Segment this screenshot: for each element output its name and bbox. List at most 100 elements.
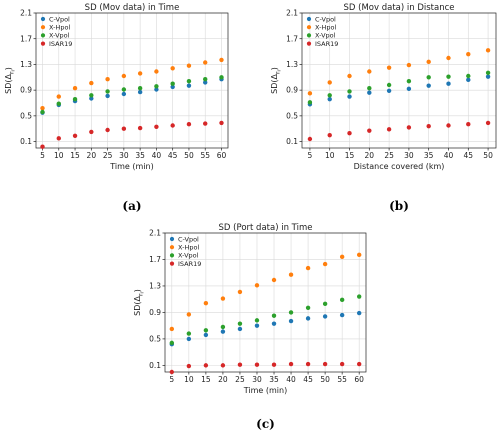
data-point [89,96,94,101]
data-point [356,361,362,367]
x-tick-label: 15 [345,151,355,160]
data-point [305,361,311,367]
y-axis-label-sub: r [9,71,16,74]
series-c-vpol [307,74,491,107]
x-tick-label: 40 [286,375,296,384]
legend-marker [306,25,312,30]
data-point [446,81,451,86]
legend-marker [169,253,175,258]
y-tick-label: 0.1 [20,137,32,146]
y-tick-label: 2.1 [286,9,298,18]
legend-label: X-Hpol [49,24,70,32]
data-point [305,316,311,321]
data-point [186,336,192,342]
data-point [203,332,209,338]
data-point [105,77,110,82]
data-point [426,83,431,88]
data-point [237,326,243,332]
chart-title: SD (Mov data) in Distance [343,3,454,13]
data-point [485,70,491,75]
series-isar19 [307,120,491,142]
data-point [72,86,78,91]
data-point [154,84,159,89]
data-point [327,96,332,102]
legend-marker [306,33,312,38]
data-point [237,362,243,367]
series-c-vpol [40,77,224,115]
data-point [220,363,226,368]
legend-label: X-Vpol [178,252,199,260]
series-x-hpol [40,57,224,111]
data-point [169,340,175,346]
y-tick-label: 0.9 [286,86,298,95]
legend-label: C-Vpol [315,15,336,23]
data-point [406,86,412,92]
y-tick-label: 1.7 [286,34,298,43]
x-tick-label: 35 [135,151,145,160]
data-point [386,127,392,132]
data-point [307,100,313,105]
data-point [203,77,208,82]
data-point [271,321,277,326]
series-x-hpol [169,252,362,332]
x-tick-label: 5 [308,151,313,160]
x-tick-label: 25 [235,375,245,384]
y-tick-label: 1.3 [149,282,161,291]
x-tick-label: 25 [384,151,394,160]
data-point [254,283,260,288]
data-point [322,314,328,319]
x-tick-label: 15 [201,375,211,384]
y-tick-label: 1.3 [286,60,298,69]
y-tick-label: 2.1 [20,9,32,18]
data-point [367,128,372,133]
y-axis-label: SD(Δri) [4,67,17,94]
data-point [322,261,328,267]
legend-marker [306,16,312,22]
data-point [219,120,224,126]
y-tick-label: 0.9 [149,308,161,317]
data-point [305,265,311,271]
x-tick-label: 30 [252,375,262,384]
data-point [169,369,175,375]
y-axis-label: SD(Δri) [270,67,283,94]
figure-caption: (a) [122,199,141,213]
data-point [186,63,192,68]
x-axis-label: Time (min) [243,386,287,395]
x-tick-label: 5 [169,375,174,384]
chart-panel-1: 0.1 0.5 0.9 1.3 1.7 2.1 5 10 15 20 25 30 35 40 45 50 55 6… [4,3,229,171]
data-point [121,87,127,92]
data-point [322,361,328,367]
data-point [339,297,345,303]
data-point [466,122,471,127]
data-point [347,131,352,136]
chart-panel-2: 0.1 0.5 0.9 1.3 1.7 2.1 5 10 15 20 25 30 35 40 45 50 SD … [270,3,497,171]
y-tick-label: 1.7 [149,255,161,264]
y-axis-label-sub: r [138,293,145,296]
data-point [307,136,313,142]
y-tick-label: 1.3 [20,60,32,69]
x-tick-label: 20 [87,151,97,160]
legend-marker [169,236,175,242]
y-tick-label: 1.7 [20,34,32,43]
y-axis-label-close: ) [4,67,13,70]
data-point [485,48,491,53]
data-point [307,91,313,96]
series-c-vpol [169,310,362,347]
x-tick-label: 35 [424,151,434,160]
x-tick-label: 10 [325,151,335,160]
x-tick-label: 10 [184,375,194,384]
data-point [220,329,226,334]
data-point [89,93,94,98]
data-point [40,109,45,115]
data-point [406,125,412,130]
x-tick-label: 15 [70,151,80,160]
data-point [137,71,143,76]
data-point [356,294,362,299]
y-tick-label: 0.5 [20,111,32,120]
series-x-hpol [307,48,491,96]
x-tick-label: 20 [365,151,375,160]
data-point [121,91,127,97]
data-point [186,122,192,127]
data-point [219,57,224,63]
